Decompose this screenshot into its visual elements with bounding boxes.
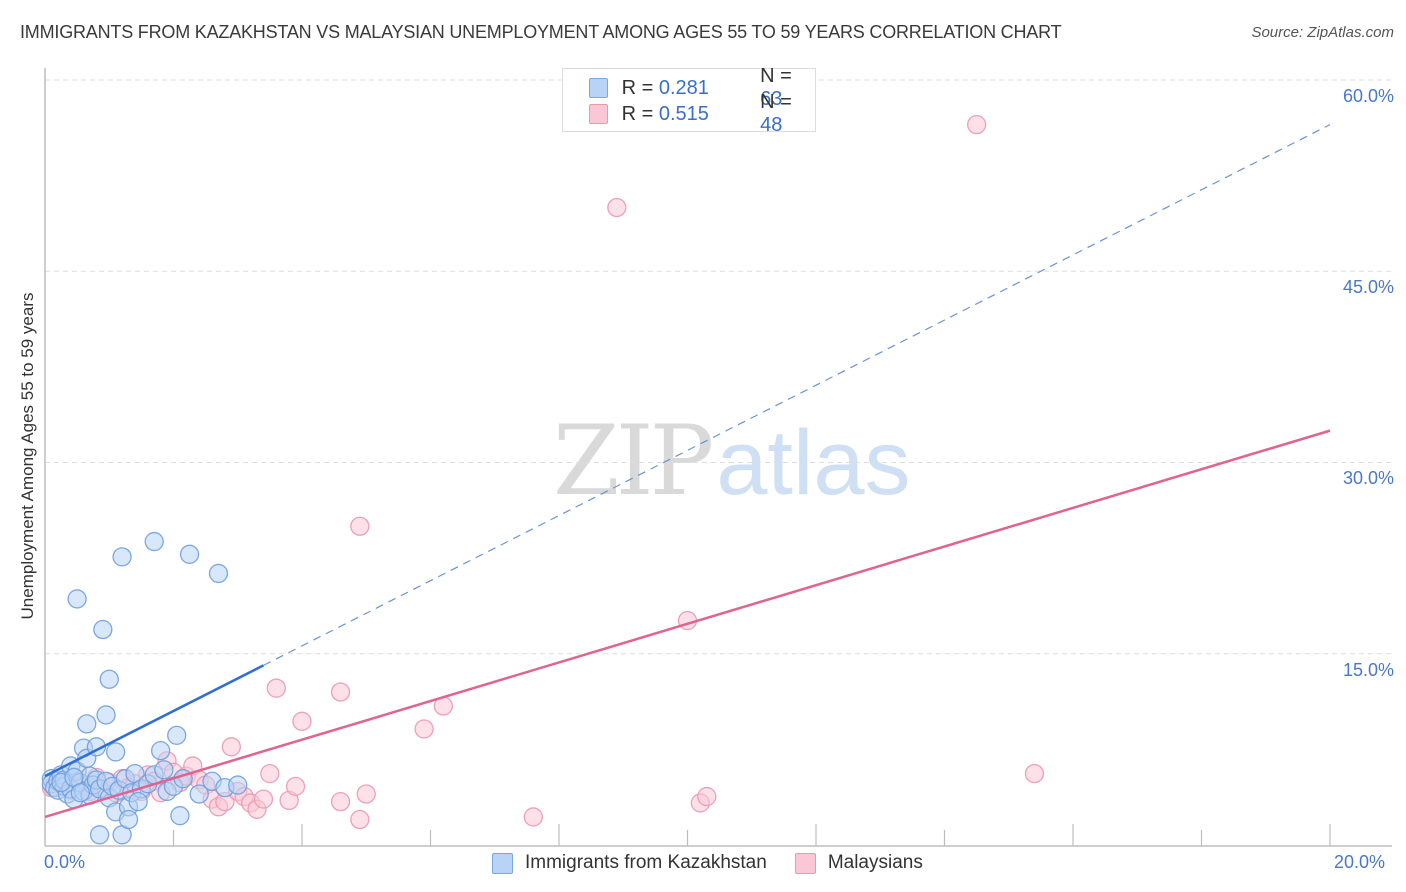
blue-swatch-icon xyxy=(492,852,513,874)
blue-swatch-icon xyxy=(589,78,608,98)
data-point xyxy=(253,789,274,809)
data-point xyxy=(350,516,370,536)
data-point xyxy=(70,783,90,803)
data-point xyxy=(128,792,148,812)
r-label: R = xyxy=(621,102,659,125)
r-value: 0.515 xyxy=(658,102,709,125)
trend-lines xyxy=(44,124,1331,819)
kazakhstan-trend-line xyxy=(44,664,265,778)
kazakhstan-points xyxy=(41,531,248,845)
data-point xyxy=(118,809,139,830)
r-stat: R = 0.515 xyxy=(622,103,760,126)
data-point xyxy=(154,760,174,780)
watermark-zip: ZIP xyxy=(553,405,714,517)
x-tick-20: 20.0% xyxy=(1334,852,1386,872)
legend-row-malaysians: R = 0.515 N = 48 xyxy=(589,91,815,136)
data-point xyxy=(150,741,171,761)
data-point xyxy=(221,737,241,757)
data-point xyxy=(228,775,248,795)
data-point xyxy=(112,547,132,567)
legend-label: Immigrants from Kazakhstan xyxy=(525,852,767,873)
y-tick-30: 30.0% xyxy=(1342,468,1394,488)
n-label: N = xyxy=(760,65,792,87)
y-axis-label: Unemployment Among Ages 55 to 59 years xyxy=(18,292,37,620)
malaysians-points xyxy=(41,114,1045,830)
data-point xyxy=(285,776,306,796)
gridlines xyxy=(45,79,1392,655)
data-point xyxy=(179,544,200,564)
data-point xyxy=(266,678,286,698)
n-stat: N = 48 xyxy=(760,91,815,137)
data-point xyxy=(414,719,434,739)
series-legend: Immigrants from Kazakhstan Malaysians xyxy=(492,852,951,874)
data-point xyxy=(170,806,190,826)
n-stat: N = 63 xyxy=(760,65,815,111)
legend-item-malaysians[interactable]: Malaysians xyxy=(794,852,923,874)
stats-legend: R = 0.281 N = 63 R = 0.515 N = 48 xyxy=(562,65,816,136)
data-point xyxy=(330,682,351,702)
axes xyxy=(44,68,1392,847)
data-point xyxy=(260,763,280,784)
legend-label: Malaysians xyxy=(827,852,923,873)
chart-title: IMMIGRANTS FROM KAZAKHSTAN VS MALAYSIAN … xyxy=(20,22,1062,42)
data-point xyxy=(93,619,113,640)
r-stat: R = 0.281 xyxy=(622,77,760,100)
data-point xyxy=(350,809,370,830)
r-label: R = xyxy=(621,76,659,99)
legend-item-kazakhstan[interactable]: Immigrants from Kazakhstan xyxy=(492,852,767,874)
y-tick-60: 60.0% xyxy=(1342,86,1394,106)
data-point xyxy=(208,563,229,584)
malaysians-trend-line xyxy=(44,429,1331,819)
data-point xyxy=(77,714,97,734)
data-point xyxy=(523,807,543,827)
data-point xyxy=(144,531,164,552)
data-point xyxy=(697,786,717,807)
r-value: 0.281 xyxy=(658,76,709,99)
n-value: 48 xyxy=(760,114,783,136)
data-point xyxy=(292,711,312,731)
data-point xyxy=(106,742,126,762)
data-point xyxy=(96,705,116,725)
kazakhstan-trend-extension xyxy=(263,124,1331,666)
data-point xyxy=(1024,763,1045,784)
pink-swatch-icon xyxy=(589,104,608,124)
n-label: N = xyxy=(760,91,792,113)
x-tick-0: 0.0% xyxy=(44,852,86,872)
source-credit: Source: ZipAtlas.com xyxy=(1251,24,1394,41)
data-point xyxy=(67,589,87,609)
data-point xyxy=(167,725,187,745)
data-point xyxy=(189,784,209,804)
pink-swatch-icon xyxy=(794,852,816,874)
n-value: 63 xyxy=(760,88,783,110)
data-point xyxy=(607,197,627,218)
zipatlas-watermark: ZIPatlas xyxy=(553,405,911,517)
data-point xyxy=(966,114,987,135)
y-tick-15: 15.0% xyxy=(1342,660,1394,680)
data-point xyxy=(356,784,376,804)
y-tick-45: 45.0% xyxy=(1342,277,1394,297)
data-point xyxy=(89,825,110,845)
data-point xyxy=(330,792,351,812)
data-point xyxy=(99,669,119,689)
legend-row-kazakhstan: R = 0.281 N = 63 xyxy=(589,65,815,110)
